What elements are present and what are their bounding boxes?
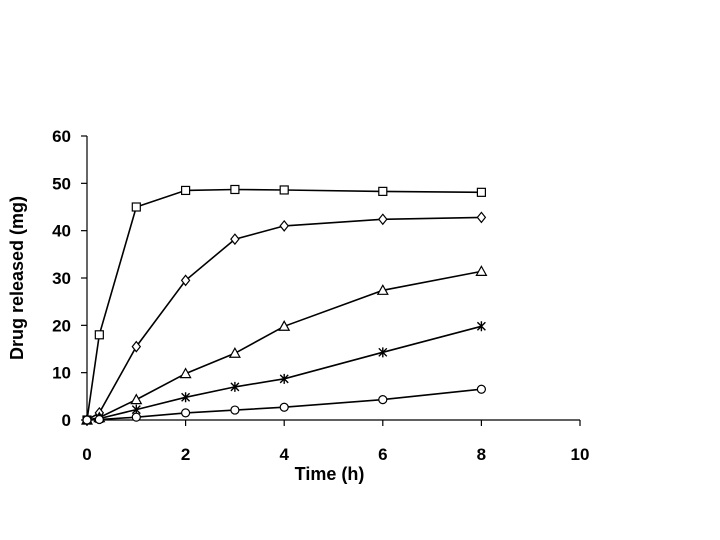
x-tick-label: 2 xyxy=(181,445,190,464)
series-line xyxy=(86,388,482,421)
data-point-square xyxy=(476,187,486,197)
data-point-triangle xyxy=(475,265,488,276)
x-tick-label: 8 xyxy=(477,445,486,464)
data-point-diamond xyxy=(131,340,142,353)
axis-ticks: 0 10 20 30 40 50 60 0 2 4 6 8 10 xyxy=(52,127,589,464)
data-point-triangle xyxy=(376,284,389,295)
data-point-square xyxy=(230,184,240,195)
x-tick-label: 10 xyxy=(571,445,590,464)
y-tick-label: 40 xyxy=(52,222,71,241)
data-point-diamond xyxy=(279,219,289,232)
data-point-diamond xyxy=(378,213,388,226)
series-circle xyxy=(82,384,486,425)
data-point-star xyxy=(230,381,240,392)
data-point-circle xyxy=(378,395,388,405)
series-diamond xyxy=(82,211,487,426)
y-tick-label: 50 xyxy=(52,174,71,193)
data-point-circle xyxy=(476,384,486,394)
series-triangle xyxy=(80,265,488,425)
data-point-circle xyxy=(279,402,289,412)
x-tick-label: 4 xyxy=(279,445,289,464)
y-tick-label: 20 xyxy=(52,316,71,335)
data-point-diamond xyxy=(476,211,487,224)
axes xyxy=(86,136,580,421)
data-point-square xyxy=(181,185,191,196)
y-axis-title: Drug released (mg) xyxy=(7,196,27,360)
data-point-square xyxy=(378,186,388,196)
data-point-triangle xyxy=(130,393,143,405)
series-line xyxy=(86,216,482,421)
data-point-diamond xyxy=(230,233,240,246)
data-point-square xyxy=(131,202,141,212)
data-point-circle xyxy=(131,412,141,422)
y-tick-label: 0 xyxy=(62,411,71,430)
x-tick-label: 0 xyxy=(82,445,91,464)
y-tick-label: 30 xyxy=(52,269,71,288)
series-line xyxy=(86,188,482,421)
data-point-circle xyxy=(181,408,191,418)
data-point-triangle xyxy=(228,347,241,358)
data-point-star xyxy=(279,373,289,384)
series-line xyxy=(86,270,482,421)
data-point-square xyxy=(94,330,104,340)
data-point-star xyxy=(476,321,486,332)
x-tick-label: 6 xyxy=(378,445,387,464)
series-line xyxy=(86,325,482,421)
data-point-star xyxy=(378,347,388,358)
data-point-square xyxy=(279,185,289,195)
data-point-triangle xyxy=(179,367,192,379)
y-tick-label: 10 xyxy=(52,364,71,383)
data-series xyxy=(80,184,488,426)
data-point-circle xyxy=(230,405,240,415)
data-point-triangle xyxy=(278,320,291,331)
y-tick-label: 60 xyxy=(52,127,71,146)
x-axis-title: Time (h) xyxy=(295,464,365,484)
data-point-circle xyxy=(82,415,92,425)
data-point-circle xyxy=(94,414,104,425)
data-point-star xyxy=(181,392,191,403)
data-point-diamond xyxy=(180,274,191,287)
